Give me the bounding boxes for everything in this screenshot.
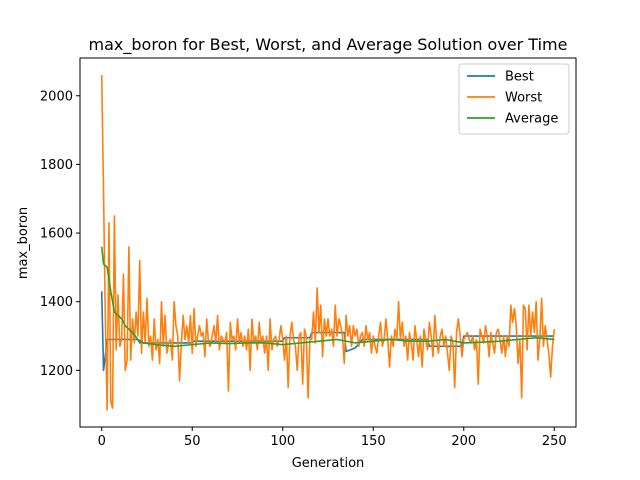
series-line-worst: [100, 75, 556, 411]
plot-area: [100, 75, 556, 411]
y-tick-label: 1800: [40, 158, 73, 173]
x-tick-label: 250: [542, 434, 567, 449]
x-tick-label: 50: [184, 434, 201, 449]
y-tick-label: 1200: [40, 364, 73, 379]
y-tick-label: 2000: [40, 89, 73, 104]
chart-title: max_boron for Best, Worst, and Average S…: [89, 35, 568, 55]
y-tick-label: 1400: [40, 295, 73, 310]
x-tick-label: 0: [98, 434, 106, 449]
legend-entry-best: Best: [505, 70, 534, 85]
y-axis-label: max_boron: [16, 207, 31, 279]
axes: 0 50 100 150 200 250 1200 1400 1600 1800 2000: [40, 57, 577, 449]
x-tick-label: 100: [270, 434, 295, 449]
legend: Best Worst Average: [458, 63, 570, 135]
x-axis-label: Generation: [292, 456, 365, 471]
y-tick-label: 1600: [40, 227, 73, 242]
series-lines: [100, 75, 556, 411]
series-line-average: [100, 246, 555, 348]
legend-box: [458, 63, 570, 135]
axes-frame: [79, 57, 577, 428]
x-tick-label: 150: [361, 434, 386, 449]
legend-entry-average: Average: [505, 112, 558, 127]
x-tick-label: 200: [451, 434, 476, 449]
legend-entry-worst: Worst: [505, 91, 542, 106]
